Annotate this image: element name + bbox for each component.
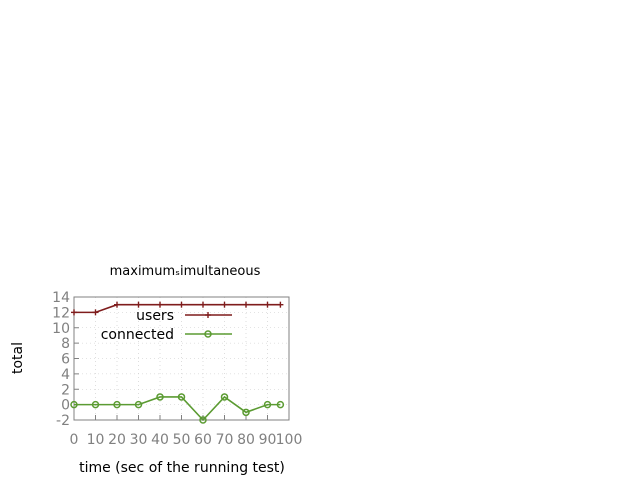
- data-point-users: [92, 309, 99, 316]
- data-point-users: [277, 301, 284, 308]
- x-tick-label: 40: [151, 432, 169, 448]
- data-point-connected: [263, 400, 272, 409]
- legend-marker-users: [205, 312, 211, 318]
- y-tick-label: 14: [52, 290, 70, 306]
- x-axis-label: time (sec of the running test): [79, 460, 285, 476]
- chart-title: maximumₛimultaneous: [110, 264, 261, 279]
- legend-label-connected: connected: [101, 327, 174, 343]
- x-tick-label: 70: [216, 432, 234, 448]
- data-point-connected: [70, 400, 78, 409]
- x-tick-label: 50: [173, 432, 191, 448]
- data-point-users: [221, 301, 228, 308]
- data-point-connected: [113, 400, 121, 409]
- y-tick-label: 0: [61, 398, 70, 414]
- x-tick-label: 20: [108, 432, 126, 448]
- series-line-users: [74, 303, 281, 314]
- series-line-connected: [74, 395, 281, 422]
- legend: users connected: [101, 308, 232, 343]
- data-point-connected: [177, 393, 186, 401]
- y-tick-label: 6: [61, 352, 70, 368]
- data-point-connected: [156, 393, 164, 401]
- data-point-users: [135, 301, 142, 308]
- grid: [73, 296, 290, 421]
- y-tick-label: -2: [56, 413, 70, 429]
- data-point-connected: [91, 400, 100, 409]
- data-point-users: [157, 301, 163, 308]
- x-tick-label: 30: [130, 432, 148, 448]
- y-tick-label: 8: [61, 336, 70, 352]
- data-point-users: [114, 301, 120, 308]
- x-tick-label: 60: [194, 432, 212, 448]
- data-point-users: [178, 301, 185, 308]
- x-tick-label: 0: [70, 432, 79, 448]
- data-point-users: [200, 301, 206, 308]
- y-axis-label: total: [10, 342, 26, 374]
- y-tick-label: 4: [61, 367, 70, 383]
- legend-label-users: users: [136, 308, 174, 324]
- x-tick-label: 10: [87, 432, 105, 448]
- x-tick-label: 90: [259, 432, 277, 448]
- data-point-users: [71, 309, 77, 316]
- x-tick-label: 80: [237, 432, 255, 448]
- y-tick-label: 10: [52, 321, 70, 337]
- data-point-connected: [220, 393, 229, 401]
- x-tick-label: 100: [276, 432, 303, 448]
- data-point-users: [243, 301, 249, 308]
- series-layer: [70, 301, 285, 424]
- y-tick-label: 12: [52, 305, 70, 321]
- y-tick-label: 2: [61, 382, 70, 398]
- data-point-connected: [242, 408, 250, 417]
- data-point-users: [264, 301, 271, 308]
- data-point-connected: [199, 416, 207, 424]
- data-point-connected: [276, 400, 285, 409]
- legend-marker-connected: [204, 330, 212, 338]
- data-point-connected: [134, 400, 143, 409]
